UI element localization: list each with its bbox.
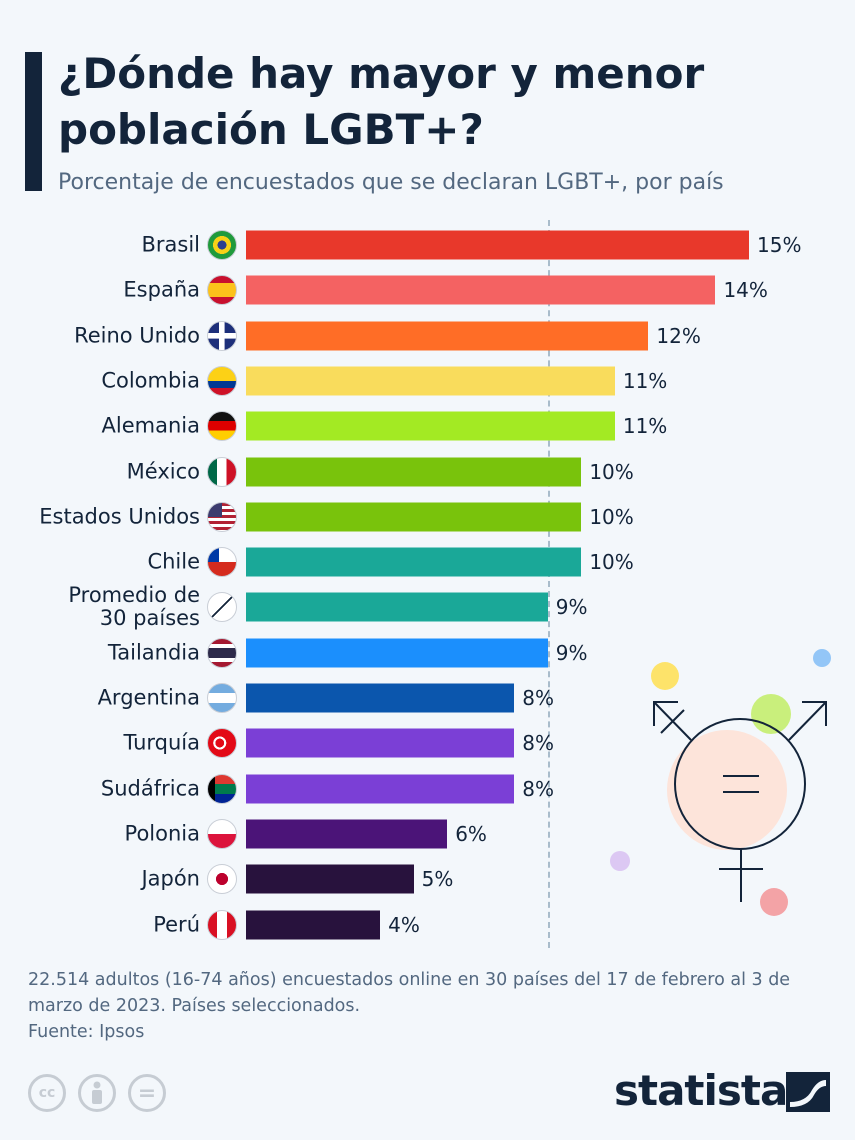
category-label: España [123, 277, 200, 302]
bar [246, 592, 548, 622]
data-label: 9% [555, 640, 588, 665]
source: Fuente: Ipsos [28, 1022, 145, 1042]
category-label: Perú [153, 912, 200, 936]
data-label: 5% [421, 867, 454, 892]
statista-logo-mark-icon [786, 1072, 830, 1112]
statista-logo[interactable]: statista [614, 1066, 788, 1115]
page-title: ¿Dónde hay mayor y menor población LGBT+… [58, 49, 705, 154]
data-label: 11% [622, 368, 668, 393]
germany-flag-icon [207, 411, 237, 442]
nd-icon[interactable]: = [128, 1074, 166, 1112]
bar [246, 638, 548, 668]
mexico-flag-icon [207, 456, 237, 487]
data-label: 15% [757, 233, 802, 257]
title-accent-bar [25, 52, 42, 191]
data-label: 8% [522, 776, 554, 801]
bar [246, 910, 381, 939]
category-label: Alemania [101, 413, 200, 438]
data-label: 14% [723, 278, 768, 303]
data-label: 10% [589, 459, 634, 484]
bar [246, 457, 582, 486]
data-label: 10% [589, 504, 634, 529]
category-label: Reino Unido [74, 323, 200, 348]
bar [246, 864, 414, 894]
bar [246, 774, 515, 804]
bar [246, 728, 515, 758]
south-africa-flag-icon [207, 773, 237, 804]
bar [246, 683, 515, 713]
thailand-flag-icon [207, 637, 237, 668]
brazil-flag-icon [207, 230, 237, 260]
category-label: Estados Unidos [39, 504, 200, 529]
japan-flag-icon [207, 864, 237, 895]
cc-icon[interactable]: cc [28, 1074, 66, 1112]
colombia-flag-icon [207, 365, 237, 396]
bar-chart: Brasil 15% España 14% Reino Unido 12% Colombia… [39, 220, 802, 948]
category-label: Sudáfrica [100, 776, 200, 801]
data-label: 4% [388, 912, 420, 937]
uk-flag-icon [207, 320, 237, 351]
category-label: Chile [147, 549, 200, 574]
category-label: Promedio de 30 países [68, 583, 200, 631]
bar [246, 502, 582, 532]
data-label: 9% [555, 595, 588, 620]
transgender-symbol-illustration [610, 649, 831, 916]
survey-note: 22.514 adultos (16-74 años) encuestados … [28, 970, 791, 1016]
poland-flag-icon [207, 818, 237, 849]
bar [246, 321, 649, 351]
chile-flag-icon [207, 547, 237, 578]
category-label: Tailandia [107, 640, 200, 665]
category-label: Colombia [101, 368, 200, 393]
bar [246, 366, 615, 396]
data-label: 8% [522, 686, 554, 710]
category-label: México [126, 459, 200, 483]
subtitle: Porcentaje de encuestados que se declara… [58, 170, 724, 195]
bar [246, 411, 615, 441]
data-label: 8% [522, 731, 554, 756]
category-label: Japón [141, 866, 200, 891]
usa-flag-icon [207, 501, 237, 532]
category-label: Argentina [97, 685, 200, 710]
peru-flag-icon [207, 909, 237, 940]
average-reference-line [547, 220, 550, 948]
data-label: 6% [455, 821, 487, 846]
average-empty-set-icon [207, 592, 237, 623]
category-label: Brasil [141, 232, 200, 257]
category-label: Polonia [124, 821, 200, 846]
bar [246, 819, 448, 849]
by-icon[interactable] [78, 1074, 116, 1112]
data-label: 10% [589, 550, 634, 575]
spain-flag-icon [207, 275, 237, 306]
category-label: Turquía [123, 730, 200, 755]
bar [246, 547, 582, 577]
data-label: 12% [656, 323, 701, 348]
bar [246, 275, 716, 305]
turkey-flag-icon [207, 728, 237, 759]
bar [246, 230, 749, 260]
data-label: 11% [622, 414, 668, 439]
argentina-flag-icon [207, 683, 237, 713]
